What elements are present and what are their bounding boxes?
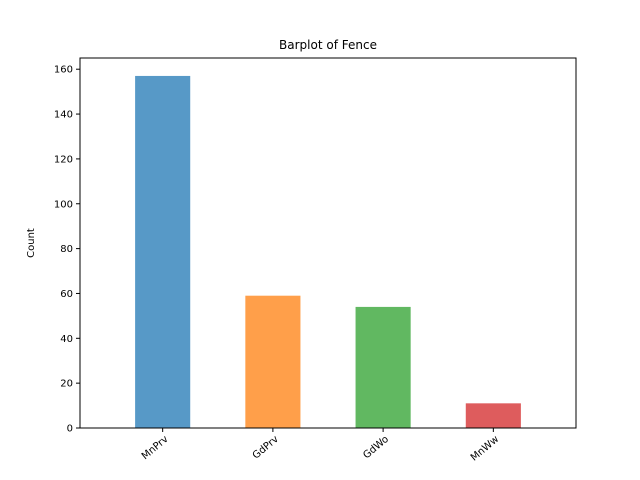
y-tick-label: 120 — [54, 154, 73, 165]
bar-mnprv — [135, 75, 191, 428]
chart-title: Barplot of Fence — [279, 38, 377, 52]
bar-gdprv — [245, 295, 301, 428]
y-tick-label: 20 — [60, 379, 73, 390]
y-tick-label: 160 — [54, 65, 73, 76]
y-tick-label: 40 — [60, 334, 73, 345]
bar-mnww — [465, 403, 521, 428]
y-tick-label: 0 — [67, 424, 73, 435]
y-axis: 0 20 40 60 80 100 120 140 160 — [54, 65, 80, 435]
bar-gdwo — [355, 306, 411, 428]
y-tick-label: 140 — [54, 110, 73, 121]
bars-group — [135, 75, 521, 428]
y-axis-label: Count — [26, 228, 37, 258]
plot-frame — [79, 57, 577, 429]
y-tick-label: 100 — [54, 199, 73, 210]
y-tick-label: 60 — [60, 289, 73, 300]
y-tick-label: 80 — [60, 244, 73, 255]
